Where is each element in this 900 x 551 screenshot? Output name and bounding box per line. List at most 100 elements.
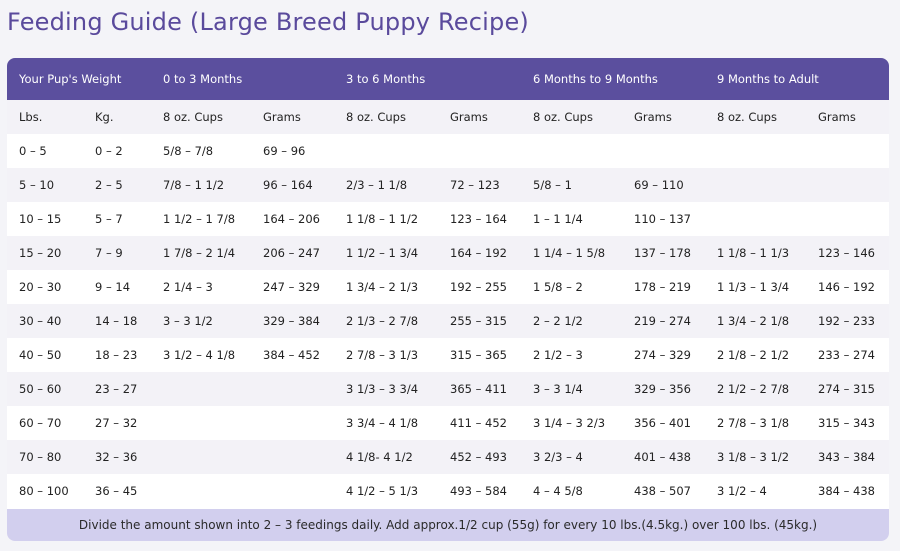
table-cell: 493 – 584 [450, 484, 507, 498]
table-cell: 70 – 80 [19, 450, 62, 464]
table-cell: 2 1/2 – 3 [533, 348, 583, 362]
table-cell: 2 – 2 1/2 [533, 314, 583, 328]
table-cell: 2/3 – 1 1/8 [346, 178, 408, 192]
table-cell: 3 1/3 – 3 3/4 [346, 382, 419, 396]
table-row: 50 – 60 23 – 27 3 1/3 – 3 3/4 365 – 411 3 – … [7, 372, 889, 406]
table-cell: 247 – 329 [263, 280, 320, 294]
table-cell: 14 – 18 [95, 314, 138, 328]
table-cell: 18 – 23 [95, 348, 138, 362]
header-6-9-months: 6 Months to 9 Months [533, 72, 658, 86]
table-cell: 9 – 14 [95, 280, 131, 294]
table-cell: 72 – 123 [450, 178, 500, 192]
table-cell: 2 1/8 – 2 1/2 [717, 348, 790, 362]
table-cell: 1 1/3 – 1 3/4 [717, 280, 790, 294]
table-row: 70 – 80 32 – 36 4 1/8- 4 1/2 452 – 493 3 2/3… [7, 440, 889, 474]
table-cell: 10 – 15 [19, 212, 62, 226]
table-cell: Grams [263, 110, 301, 124]
table-cell: 1 1/8 – 1 1/3 [717, 246, 790, 260]
table-cell: 1 1/8 – 1 1/2 [346, 212, 419, 226]
table-cell: 3 3/4 – 4 1/8 [346, 416, 419, 430]
table-cell: 40 – 50 [19, 348, 62, 362]
table-cell: 384 – 438 [818, 484, 875, 498]
table-cell: 3 1/2 – 4 1/8 [163, 348, 236, 362]
table-row: 5 – 10 2 – 5 7/8 – 1 1/2 96 – 164 2/3 – 1 1/… [7, 168, 889, 202]
table-cell: 192 – 233 [818, 314, 875, 328]
table-cell: 4 – 4 5/8 [533, 484, 583, 498]
table-cell: 123 – 164 [450, 212, 507, 226]
table-row: 40 – 50 18 – 23 3 1/2 – 4 1/8 384 – 452 2 7/… [7, 338, 889, 372]
table-cell: 69 – 96 [263, 144, 306, 158]
table-cell: 255 – 315 [450, 314, 507, 328]
table-cell: Grams [634, 110, 672, 124]
table-cell: 3 1/2 – 4 [717, 484, 767, 498]
table-cell: 1 5/8 – 2 [533, 280, 583, 294]
table-cell: 2 7/8 – 3 1/3 [346, 348, 419, 362]
table-cell: 146 – 192 [818, 280, 875, 294]
table-cell: 27 – 32 [95, 416, 138, 430]
table-cell: 3 – 3 1/2 [163, 314, 213, 328]
table-cell: 32 – 36 [95, 450, 138, 464]
table-cell: 343 – 384 [818, 450, 875, 464]
table-cell: 20 – 30 [19, 280, 62, 294]
table-cell: 36 – 45 [95, 484, 138, 498]
footer-note: Divide the amount shown into 2 – 3 feedi… [7, 509, 889, 541]
table-cell: 178 – 219 [634, 280, 691, 294]
table-cell: 15 – 20 [19, 246, 62, 260]
table-cell: 365 – 411 [450, 382, 507, 396]
table-cell: 1 – 1 1/4 [533, 212, 583, 226]
table-cell: 1 1/2 – 1 7/8 [163, 212, 236, 226]
table-cell: 2 1/3 – 2 7/8 [346, 314, 419, 328]
table-cell: 3 2/3 – 4 [533, 450, 583, 464]
table-cell: Grams [450, 110, 488, 124]
table-cell: 30 – 40 [19, 314, 62, 328]
table-cell: 1 1/2 – 1 3/4 [346, 246, 419, 260]
table-cell: 5/8 – 7/8 [163, 144, 214, 158]
table-cell: 192 – 255 [450, 280, 507, 294]
table-cell: 8 oz. Cups [163, 110, 223, 124]
table-cell: 2 1/4 – 3 [163, 280, 213, 294]
table-cell: Kg. [95, 110, 114, 124]
table-cell: 438 – 507 [634, 484, 691, 498]
table-row: 0 – 5 0 – 2 5/8 – 7/8 69 – 96 [7, 134, 889, 168]
table-cell: 137 – 178 [634, 246, 691, 260]
table-cell: 384 – 452 [263, 348, 320, 362]
table-cell: 3 – 3 1/4 [533, 382, 583, 396]
table-cell: 206 – 247 [263, 246, 320, 260]
table-cell: 80 – 100 [19, 484, 69, 498]
table-cell: 8 oz. Cups [533, 110, 593, 124]
subheader-row: Lbs. Kg. 8 oz. Cups Grams 8 oz. Cups Grams 8 o… [7, 100, 889, 134]
table-cell: 411 – 452 [450, 416, 507, 430]
table-cell: 315 – 343 [818, 416, 875, 430]
table-row: 60 – 70 27 – 32 3 3/4 – 4 1/8 411 – 452 3 1/… [7, 406, 889, 440]
table-cell: 315 – 365 [450, 348, 507, 362]
table-cell: 1 3/4 – 2 1/3 [346, 280, 419, 294]
table-cell: 4 1/8- 4 1/2 [346, 450, 413, 464]
table-cell: 69 – 110 [634, 178, 684, 192]
table-cell: 164 – 192 [450, 246, 507, 260]
table-row: 15 – 20 7 – 9 1 7/8 – 2 1/4 206 – 247 1 1/2 … [7, 236, 889, 270]
table-row: 30 – 40 14 – 18 3 – 3 1/2 329 – 384 2 1/3 – … [7, 304, 889, 338]
table-row: 20 – 30 9 – 14 2 1/4 – 3 247 – 329 1 3/4 – 2… [7, 270, 889, 304]
header-9-months-adult: 9 Months to Adult [717, 72, 819, 86]
table-cell: 96 – 164 [263, 178, 313, 192]
table-cell: 7/8 – 1 1/2 [163, 178, 225, 192]
page-title: Feeding Guide (Large Breed Puppy Recipe) [7, 8, 529, 36]
table-cell: 329 – 356 [634, 382, 691, 396]
table-cell: 452 – 493 [450, 450, 507, 464]
table-cell: 1 1/4 – 1 5/8 [533, 246, 606, 260]
table-cell: Lbs. [19, 110, 43, 124]
table-row: 10 – 15 5 – 7 1 1/2 – 1 7/8 164 – 206 1 1/8 … [7, 202, 889, 236]
table-row: 80 – 100 36 – 45 4 1/2 – 5 1/3 493 – 584 4 –… [7, 474, 889, 508]
table-cell: 8 oz. Cups [346, 110, 406, 124]
table-cell: 123 – 146 [818, 246, 875, 260]
table-cell: 3 1/8 – 3 1/2 [717, 450, 790, 464]
table-cell: 5 – 7 [95, 212, 123, 226]
table-cell: 8 oz. Cups [717, 110, 777, 124]
table-cell: 401 – 438 [634, 450, 691, 464]
table-cell: 7 – 9 [95, 246, 123, 260]
feeding-table: Your Pup's Weight 0 to 3 Months 3 to 6 M… [7, 58, 889, 541]
table-cell: 356 – 401 [634, 416, 691, 430]
table-cell: 60 – 70 [19, 416, 62, 430]
table-cell: 5/8 – 1 [533, 178, 572, 192]
table-cell: 0 – 5 [19, 144, 47, 158]
